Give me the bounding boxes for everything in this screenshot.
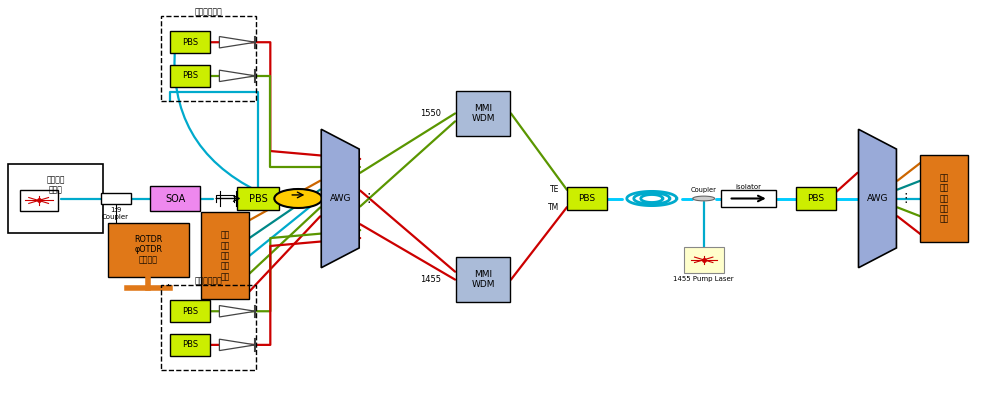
Polygon shape bbox=[321, 129, 359, 268]
Bar bbox=[170, 301, 210, 322]
Bar bbox=[8, 164, 103, 233]
Text: SOA: SOA bbox=[165, 193, 186, 204]
Bar bbox=[237, 187, 279, 210]
Bar bbox=[796, 187, 836, 210]
Text: PBS: PBS bbox=[182, 38, 198, 47]
Text: AWG: AWG bbox=[867, 194, 888, 203]
Polygon shape bbox=[219, 70, 255, 81]
Bar bbox=[456, 257, 510, 303]
Text: PBS: PBS bbox=[182, 307, 198, 316]
Bar bbox=[170, 334, 210, 356]
Bar bbox=[920, 155, 968, 242]
Text: 传感系统
激光器: 传感系统 激光器 bbox=[46, 175, 65, 195]
Text: AWG: AWG bbox=[329, 194, 351, 203]
Bar bbox=[108, 223, 189, 277]
Text: ⋮: ⋮ bbox=[899, 192, 912, 205]
Bar bbox=[170, 65, 210, 87]
Bar bbox=[567, 187, 607, 210]
Bar bbox=[101, 193, 131, 204]
Text: PBS: PBS bbox=[182, 340, 198, 349]
Text: isolator: isolator bbox=[736, 184, 762, 190]
Polygon shape bbox=[219, 37, 255, 48]
Ellipse shape bbox=[693, 196, 715, 201]
Text: PBS: PBS bbox=[578, 194, 595, 203]
Text: MMI
WDM: MMI WDM bbox=[471, 104, 495, 123]
Text: 1550: 1550 bbox=[420, 109, 441, 118]
Text: 偏振分集接收: 偏振分集接收 bbox=[195, 277, 222, 286]
Text: 1455 Pump Laser: 1455 Pump Laser bbox=[673, 276, 734, 282]
Text: MMI
WDM: MMI WDM bbox=[471, 270, 495, 289]
Text: 偏振
复用
通信
接收
系统: 偏振 复用 通信 接收 系统 bbox=[940, 173, 949, 224]
Text: ⋮: ⋮ bbox=[362, 192, 374, 205]
Text: Coupler: Coupler bbox=[691, 187, 717, 193]
Polygon shape bbox=[219, 339, 255, 351]
Bar bbox=[150, 186, 200, 211]
Polygon shape bbox=[859, 129, 896, 268]
Text: PBS: PBS bbox=[182, 71, 198, 80]
Bar bbox=[20, 190, 58, 211]
Text: 偏振分集接收: 偏振分集接收 bbox=[195, 8, 222, 17]
Bar bbox=[721, 190, 776, 207]
Text: 1:9
Coupler: 1:9 Coupler bbox=[102, 207, 129, 220]
Text: TE: TE bbox=[550, 185, 559, 194]
Bar bbox=[456, 91, 510, 136]
Text: PBS: PBS bbox=[249, 193, 268, 204]
Polygon shape bbox=[219, 306, 255, 317]
Text: 偏振
复用
通信
发射
系统: 偏振 复用 通信 发射 系统 bbox=[221, 231, 230, 281]
Bar bbox=[201, 212, 249, 299]
Text: ROTDR
φOTDR
数据处理: ROTDR φOTDR 数据处理 bbox=[134, 235, 163, 265]
Circle shape bbox=[274, 189, 322, 208]
Text: 1455: 1455 bbox=[420, 275, 441, 284]
Text: TM: TM bbox=[548, 203, 559, 212]
Bar bbox=[684, 247, 724, 273]
Bar bbox=[170, 31, 210, 53]
Bar bbox=[161, 285, 256, 370]
Text: PBS: PBS bbox=[807, 194, 824, 203]
Bar bbox=[161, 15, 256, 100]
